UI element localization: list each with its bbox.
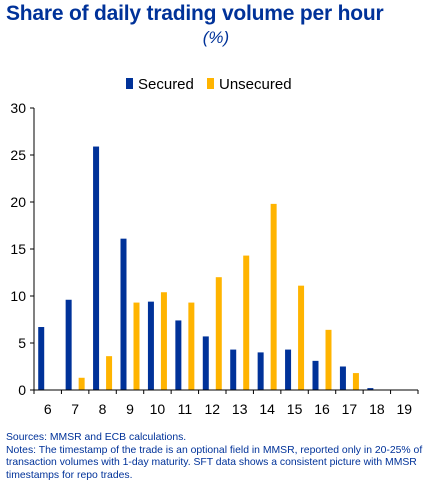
bar-unsecured-7	[78, 377, 85, 390]
y-tick-label: 0	[18, 382, 26, 398]
y-tick-label: 20	[10, 194, 26, 210]
bar-secured-7	[65, 299, 72, 390]
bar-unsecured-15	[298, 285, 305, 390]
bar-unsecured-13	[243, 255, 250, 390]
bar-secured-6	[38, 327, 45, 390]
bar-unsecured-14	[270, 203, 277, 390]
bar-chart: Secured Unsecured 0 5 10 15 20 25 30 6 7 8 9 10 11 1…	[10, 76, 419, 417]
bar-secured-12	[202, 336, 209, 390]
x-tick-label-14: 14	[259, 401, 275, 417]
x-tick-label-12: 12	[204, 401, 220, 417]
x-tick-label-17: 17	[342, 401, 358, 417]
bar-unsecured-10	[160, 292, 167, 390]
sources-note: Sources: MMSR and ECB calculations.	[6, 432, 187, 443]
y-tick-label: 30	[10, 100, 26, 116]
legend-swatch-secured	[126, 78, 133, 89]
x-tick-label-8: 8	[99, 401, 107, 417]
x-tick-label-18: 18	[369, 401, 385, 417]
chart-notes: Sources: MMSR and ECB calculations. Note…	[6, 432, 430, 482]
bar-secured-9	[120, 238, 127, 390]
bars	[38, 146, 374, 390]
bar-secured-11	[175, 320, 182, 390]
y-tick-label: 5	[18, 335, 26, 351]
x-tick-label-7: 7	[71, 401, 79, 417]
bar-secured-15	[285, 349, 292, 390]
y-tick-label: 15	[10, 241, 26, 257]
bar-secured-17	[339, 366, 346, 390]
bar-secured-10	[147, 301, 154, 390]
notes-line-2: transaction volumes with 1-day maturity.…	[6, 457, 417, 469]
bar-unsecured-11	[188, 302, 195, 390]
bar-unsecured-9	[133, 302, 140, 390]
legend-label-unsecured: Unsecured	[219, 76, 292, 93]
bar-secured-18	[367, 388, 374, 390]
bar-unsecured-8	[106, 356, 113, 390]
bar-secured-13	[230, 349, 237, 390]
x-tick-label-6: 6	[44, 401, 52, 417]
bar-unsecured-17	[352, 373, 359, 390]
bar-secured-8	[93, 146, 100, 390]
legend-label-secured: Secured	[138, 76, 194, 93]
x-tick-label-13: 13	[232, 401, 248, 417]
chart-title: Share of daily trading volume per hour	[6, 2, 384, 25]
notes-line-1: Notes: The timestamp of the trade is an …	[6, 444, 423, 456]
bar-secured-14	[257, 352, 264, 390]
y-tick-label: 10	[10, 288, 26, 304]
x-tick-label-15: 15	[287, 401, 303, 417]
chart-subtitle: (%)	[202, 28, 230, 47]
bar-unsecured-16	[325, 329, 332, 390]
x-tick-label-19: 19	[396, 401, 412, 417]
x-tick-label-11: 11	[178, 401, 193, 417]
y-axis-ticks: 0 5 10 15 20 25 30	[10, 100, 34, 398]
x-tick-label-10: 10	[150, 401, 166, 417]
legend: Secured Unsecured	[126, 76, 292, 93]
x-tick-label-9: 9	[126, 401, 134, 417]
x-axis-ticks: 6 7 8 9 10 11 12 13 14 15 16 17 18 19	[33, 390, 419, 417]
x-tick-label-16: 16	[314, 401, 330, 417]
notes-line-3: timestamps for repo trades.	[6, 469, 133, 481]
bar-secured-16	[312, 360, 319, 390]
bar-unsecured-12	[215, 277, 222, 390]
legend-swatch-unsecured	[207, 78, 214, 89]
y-tick-label: 25	[10, 147, 26, 163]
